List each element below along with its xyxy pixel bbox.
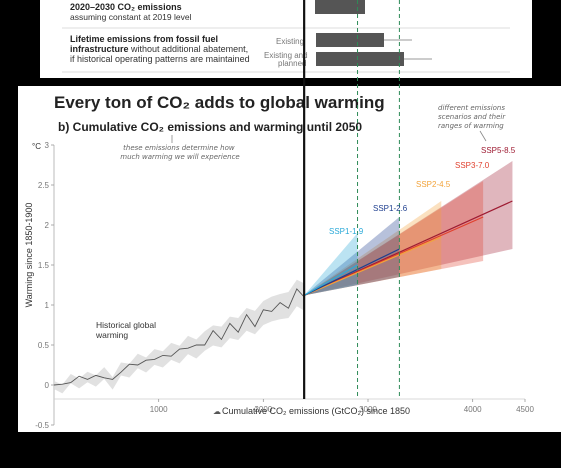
emissions-annotation: these emissions determine how much warmi… <box>120 144 240 161</box>
y-tick-label: 1.5 <box>38 261 50 270</box>
y-tick-label: 0.5 <box>38 341 50 350</box>
scenario-line-ssp1-1-9 <box>303 264 358 296</box>
historical-band <box>54 279 305 394</box>
bar-existing-planned <box>316 52 404 66</box>
y-tick-label: 2.5 <box>38 181 50 190</box>
y-tick-label: 2 <box>45 221 50 230</box>
top-panel-row-1: 2020–2030 CO₂ emissions assuming constan… <box>70 0 365 22</box>
scenario-band-ssp3-7-0 <box>304 181 484 296</box>
scenario-label-ssp2-4-5: SSP2-4.5 <box>416 180 451 189</box>
scenario-band-ssp1-1-9 <box>304 233 358 296</box>
historical-line <box>53 288 305 386</box>
historical-label: Historical global warming <box>95 320 158 340</box>
row2-title-line2-bold: infrastructure <box>70 44 129 54</box>
x-tick-label: 1000 <box>150 405 168 414</box>
scenario-line-ssp1-2-6 <box>303 248 400 296</box>
x-tick-label: 2000 <box>254 405 272 414</box>
scenario-label-ssp1-1-9: SSP1-1.9 <box>329 227 364 236</box>
scenarios-annotation: different emissions scenarios and their … <box>438 104 507 130</box>
scenario-label-ssp3-7-0: SSP3-7.0 <box>455 161 490 170</box>
scenario-band-ssp2-4-5 <box>304 201 442 296</box>
y-tick-label: -0.5 <box>35 421 49 430</box>
y-unit-label: °C <box>32 142 41 151</box>
bar-label-planned: planned <box>278 59 306 68</box>
x-tick-label: 4500 <box>516 405 534 414</box>
scenario-band-ssp5-8-5 <box>304 161 513 296</box>
co2-cloud-icon: ☁ <box>213 407 221 416</box>
top-panel-row-2: Lifetime emissions from fossil fuel infr… <box>70 33 432 68</box>
scenarios-annotation-arrow <box>479 130 487 142</box>
scenario-line-ssp2-4-5 <box>303 236 442 296</box>
row2-title-line2: infrastructure without additional abatem… <box>70 44 248 54</box>
chart-title: b) Cumulative CO₂ emissions and warming … <box>58 120 362 134</box>
x-axis-label: Cumulative CO₂ emissions (GtCO₂) since 1… <box>222 406 410 416</box>
row1-subtitle: assuming constant at 2019 level <box>70 12 192 22</box>
x-tick-label: 3000 <box>359 405 377 414</box>
scenario-label-ssp1-2-6: SSP1-2.6 <box>373 204 408 213</box>
bar-label-existing-and: Existing and <box>264 51 308 60</box>
bar-existing <box>316 33 384 47</box>
top-panel <box>40 0 532 78</box>
row1-title: 2020–2030 CO₂ emissions <box>70 2 182 12</box>
scenario-band-ssp1-2-6 <box>304 217 400 296</box>
row1-bar <box>315 0 365 14</box>
headline: Every ton of CO₂ adds to global warming <box>54 93 385 112</box>
row2-title-line1: Lifetime emissions from fossil fuel <box>70 34 218 44</box>
row2-title-line2-rest: without additional abatement, <box>129 44 249 54</box>
y-axis-label: Warming since 1850-1900 <box>24 203 34 308</box>
row2-title-line3: if historical operating patterns are mai… <box>70 54 250 64</box>
x-tick-label: 4000 <box>464 405 482 414</box>
y-tick-label: 1 <box>45 301 50 310</box>
plot-area: -0.5 0 0.5 1 1.5 2 2.5 3 1000 2000 3000 4000 4500 SSP… <box>35 0 534 430</box>
bar-label-existing: Existing <box>276 37 304 46</box>
y-tick-label: 0 <box>45 381 50 390</box>
y-tick-label: 3 <box>45 141 50 150</box>
scenario-label-ssp5-8-5: SSP5-8.5 <box>481 146 516 155</box>
